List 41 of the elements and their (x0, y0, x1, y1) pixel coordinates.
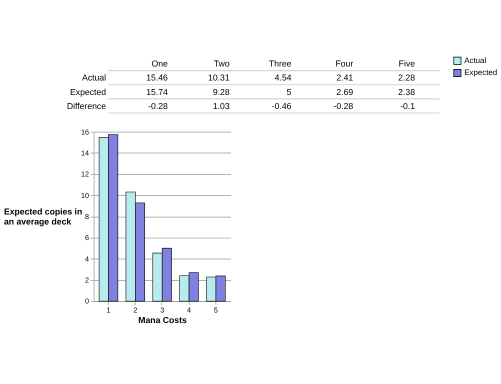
x-tick-label: 1 (106, 305, 110, 314)
data-label: -0.1 (400, 100, 416, 111)
data-label: -0.28 (334, 100, 354, 111)
data-label: 2.28 (398, 72, 416, 83)
x-tick-label: 4 (187, 305, 192, 314)
y-tick-label: 10 (81, 190, 90, 200)
y-tick-label: 2 (85, 276, 90, 284)
data-label: 9.28 (212, 86, 230, 97)
category-label: Three (268, 58, 292, 69)
legend-label: Expected (464, 68, 498, 78)
text: Difference (66, 100, 106, 111)
data-label: 2.69 (336, 86, 354, 97)
data-label: -0.28 (148, 100, 168, 111)
y-tick-label: 16 (81, 127, 90, 136)
legend-label: Actual (464, 56, 486, 65)
category-label: One (152, 58, 168, 69)
y-tick-label: 0 (85, 296, 90, 306)
data-label: 1.03 (212, 100, 230, 111)
x-tick-label: 2 (133, 305, 138, 314)
x-tick-label: 5 (214, 305, 218, 314)
x-tick-label: 3 (160, 305, 164, 314)
y-tick-label: 14 (81, 148, 90, 158)
y-axis-title: Expected copies in an average deck (4, 206, 82, 226)
category-label: Two (214, 58, 230, 69)
x-axis-title: Mana Costs (138, 315, 187, 326)
category-label: Four (335, 58, 354, 69)
data-label: 5 (286, 86, 292, 97)
data-label: 10.31 (208, 72, 230, 83)
text: Expected (70, 86, 106, 97)
data-label: 4.54 (274, 72, 292, 83)
y-tick-label: 6 (85, 233, 90, 242)
data-label: -0.46 (272, 100, 292, 111)
y-tick-label: 12 (81, 170, 90, 179)
data-label: 15.46 (146, 72, 168, 83)
data-label: 15.74 (146, 86, 168, 97)
data-label: 2.41 (336, 72, 354, 83)
text: Actual (82, 72, 106, 83)
category-label: Five (398, 58, 416, 69)
y-tick-label: 4 (85, 254, 90, 264)
y-tick-label: 8 (85, 212, 90, 221)
data-label: 2.38 (398, 86, 416, 97)
